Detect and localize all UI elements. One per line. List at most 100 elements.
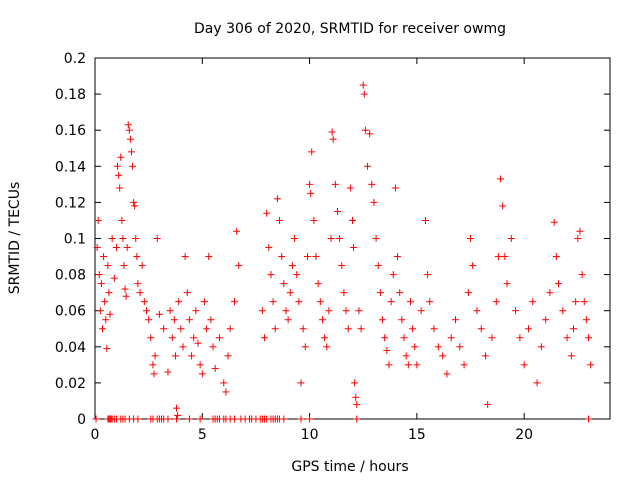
data-point <box>130 198 138 206</box>
x-tick-label: 10 <box>301 427 319 443</box>
data-point <box>421 216 429 224</box>
data-point <box>406 298 414 306</box>
data-point <box>529 298 537 306</box>
data-point <box>215 334 223 342</box>
data-point <box>329 135 337 143</box>
data-point <box>555 280 562 288</box>
data-point <box>220 379 228 387</box>
data-point <box>344 325 352 333</box>
data-point <box>160 325 168 333</box>
data-point <box>381 334 389 342</box>
data-point <box>533 379 541 387</box>
data-point <box>580 298 588 306</box>
chart-title: Day 306 of 2020, SRMTID for receiver owm… <box>194 21 506 37</box>
data-point <box>265 244 273 252</box>
data-point <box>194 339 202 347</box>
data-point <box>473 307 481 315</box>
data-point <box>101 298 109 306</box>
data-point <box>477 325 485 333</box>
data-point <box>124 121 132 129</box>
data-point <box>118 216 126 224</box>
data-point <box>308 148 316 156</box>
data-point <box>507 235 515 242</box>
data-point <box>385 361 393 369</box>
data-point <box>230 298 238 306</box>
data-point <box>516 334 524 342</box>
data-point <box>129 162 137 170</box>
data-point <box>282 307 290 315</box>
data-point <box>123 244 131 252</box>
data-point <box>104 262 112 270</box>
data-point <box>501 253 509 261</box>
data-point <box>190 334 198 342</box>
data-point <box>426 298 434 306</box>
data-point <box>376 289 384 297</box>
data-point <box>92 415 100 423</box>
data-point <box>222 388 230 396</box>
data-point <box>286 289 294 297</box>
y-tick-label: 0.18 <box>55 87 86 103</box>
data-point <box>301 343 309 351</box>
data-point <box>99 325 107 333</box>
data-point <box>394 253 402 261</box>
data-point <box>460 361 468 369</box>
data-point <box>570 325 578 333</box>
data-point <box>271 325 279 333</box>
x-axis-title: GPS time / hours <box>291 459 408 475</box>
data-point <box>297 415 305 423</box>
data-point <box>177 325 185 333</box>
data-point <box>149 361 157 369</box>
data-point <box>106 310 114 318</box>
data-point <box>484 401 492 409</box>
data-point <box>379 316 387 324</box>
data-point <box>368 180 376 188</box>
data-point <box>492 298 500 306</box>
x-axis: 0 5 10 15 20 <box>91 58 533 443</box>
data-point <box>574 235 582 242</box>
data-point <box>559 307 567 315</box>
data-point <box>439 352 447 360</box>
data-point <box>120 262 128 270</box>
data-point <box>434 343 442 351</box>
data-point <box>494 253 502 261</box>
data-point <box>173 404 181 412</box>
data-point <box>203 325 211 333</box>
data-point <box>299 325 307 333</box>
data-point <box>276 216 284 224</box>
data-point <box>452 316 459 324</box>
data-point <box>185 316 193 324</box>
data-point <box>370 198 378 206</box>
data-point <box>145 316 153 324</box>
data-point <box>273 195 281 203</box>
data-point <box>443 370 451 378</box>
data-point <box>150 370 158 378</box>
data-point <box>230 415 238 423</box>
data-point <box>546 289 554 297</box>
data-point <box>578 271 586 279</box>
data-point <box>372 235 380 242</box>
data-point <box>183 289 191 297</box>
data-point <box>211 364 219 372</box>
data-point <box>333 207 341 215</box>
data-point <box>482 352 490 360</box>
data-point <box>280 415 288 423</box>
y-axis: 0 0.02 0.04 0.06 0.08 0.1 0.12 0.14 0.16 0.18 0.2 <box>55 51 610 428</box>
data-point <box>361 126 369 134</box>
data-point <box>404 361 412 369</box>
data-point <box>338 262 346 270</box>
data-point <box>151 352 159 360</box>
data-point <box>331 180 339 188</box>
data-point <box>196 415 204 423</box>
data-point <box>550 218 558 226</box>
data-point <box>587 361 595 369</box>
data-point <box>349 216 356 224</box>
data-point <box>233 227 241 235</box>
data-point <box>278 253 286 261</box>
data-point <box>263 209 271 217</box>
data-point <box>391 184 399 192</box>
data-point <box>464 289 472 297</box>
data-point <box>567 352 575 360</box>
data-point <box>198 370 206 378</box>
data-point <box>192 307 200 315</box>
data-point <box>314 280 322 288</box>
